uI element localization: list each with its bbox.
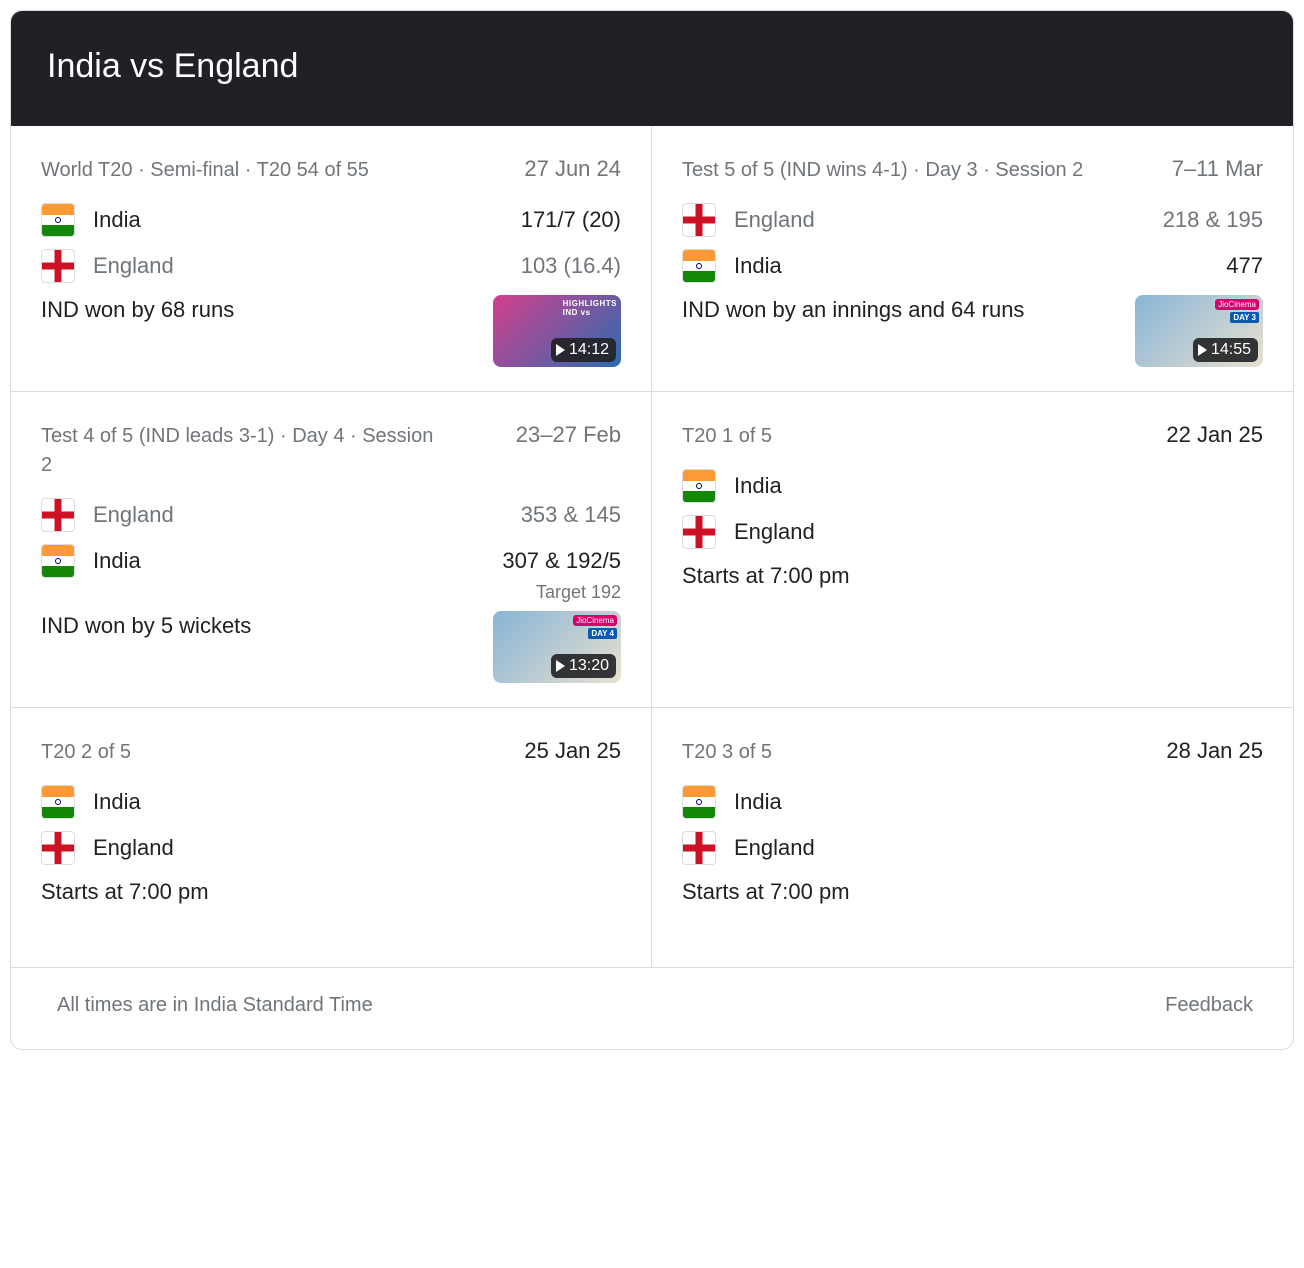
match-result: Starts at 7:00 pm xyxy=(682,561,850,591)
india-flag-icon xyxy=(41,544,75,578)
team-row-1: India xyxy=(682,785,1263,819)
team2-name: India xyxy=(734,253,782,279)
england-flag-icon xyxy=(682,831,716,865)
video-duration: 14:55 xyxy=(1211,341,1251,359)
team1-name: England xyxy=(734,207,815,233)
team-row-1: India 171/7 (20) xyxy=(41,203,621,237)
team2-name: India xyxy=(93,548,141,574)
team-row-2: England xyxy=(41,831,621,865)
team2-name: England xyxy=(734,519,815,545)
match-context: T20 3 of 5 xyxy=(682,738,772,767)
match-grid: World T20 · Semi-final · T20 54 of 55 27 … xyxy=(11,126,1293,968)
match-context: T20 1 of 5 xyxy=(682,422,772,451)
england-flag-icon xyxy=(682,515,716,549)
highlights-video-thumb[interactable]: JioCinemaDAY 3 14:55 xyxy=(1135,295,1263,367)
feedback-link[interactable]: Feedback xyxy=(1165,994,1253,1017)
match-date: 25 Jan 25 xyxy=(524,738,621,764)
match-context: Test 5 of 5 (IND wins 4-1) · Day 3 · Ses… xyxy=(682,156,1083,185)
india-flag-icon xyxy=(682,469,716,503)
india-flag-icon xyxy=(41,203,75,237)
team2-score: 477 xyxy=(1226,253,1263,279)
match-date: 28 Jan 25 xyxy=(1166,738,1263,764)
jio-badge: JioCinemaDAY 3 xyxy=(1215,299,1259,323)
highlights-badge: HIGHLIGHTSIND vs xyxy=(563,299,617,317)
team2-name: England xyxy=(734,835,815,861)
match-date: 23–27 Feb xyxy=(516,422,621,448)
team-row-1: India xyxy=(41,785,621,819)
video-duration: 13:20 xyxy=(569,657,609,675)
team1-score: 218 & 195 xyxy=(1163,207,1263,233)
team1-name: England xyxy=(93,502,174,528)
play-icon xyxy=(556,344,565,356)
england-flag-icon xyxy=(41,498,75,532)
match-card[interactable]: T20 2 of 5 25 Jan 25 India England Starts at… xyxy=(11,708,652,968)
match-result: IND won by 5 wickets xyxy=(41,611,251,641)
india-flag-icon xyxy=(41,785,75,819)
team1-name: India xyxy=(734,789,782,815)
england-flag-icon xyxy=(41,249,75,283)
team-row-1: England 218 & 195 xyxy=(682,203,1263,237)
match-context: Test 4 of 5 (IND leads 3-1) · Day 4 · Se… xyxy=(41,422,447,480)
video-duration-badge: 13:20 xyxy=(551,654,616,678)
team2-score: 307 & 192/5 xyxy=(502,548,621,574)
team-row-2: India 307 & 192/5 xyxy=(41,544,621,578)
england-flag-icon xyxy=(682,203,716,237)
team-row-2: England xyxy=(682,515,1263,549)
team-row-2: England xyxy=(682,831,1263,865)
team1-name: India xyxy=(93,789,141,815)
match-date: 22 Jan 25 xyxy=(1166,422,1263,448)
team2-score: 103 (16.4) xyxy=(521,253,621,279)
team1-score: 353 & 145 xyxy=(521,502,621,528)
team-row-1: England 353 & 145 xyxy=(41,498,621,532)
match-card[interactable]: T20 3 of 5 28 Jan 25 India England Starts at… xyxy=(652,708,1293,968)
team-row-2: England 103 (16.4) xyxy=(41,249,621,283)
jio-badge: JioCinemaDAY 4 xyxy=(573,615,617,639)
england-flag-icon xyxy=(41,831,75,865)
team2-name: England xyxy=(93,835,174,861)
match-card[interactable]: Test 4 of 5 (IND leads 3-1) · Day 4 · Se… xyxy=(11,392,652,708)
match-date: 27 Jun 24 xyxy=(524,156,621,182)
match-result: Starts at 7:00 pm xyxy=(682,877,850,907)
match-card[interactable]: Test 5 of 5 (IND wins 4-1) · Day 3 · Ses… xyxy=(652,126,1293,392)
india-flag-icon xyxy=(682,249,716,283)
card-header: India vs England xyxy=(11,11,1293,126)
match-context: T20 2 of 5 xyxy=(41,738,131,767)
highlights-video-thumb[interactable]: JioCinemaDAY 4 13:20 xyxy=(493,611,621,683)
sports-card: India vs England World T20 · Semi-final … xyxy=(10,10,1294,1050)
india-flag-icon xyxy=(682,785,716,819)
play-icon xyxy=(556,660,565,672)
timezone-note: All times are in India Standard Time xyxy=(57,994,373,1017)
match-result: IND won by an innings and 64 runs xyxy=(682,295,1024,325)
match-result: IND won by 68 runs xyxy=(41,295,234,325)
video-duration: 14:12 xyxy=(569,341,609,359)
team-row-1: India xyxy=(682,469,1263,503)
match-card[interactable]: World T20 · Semi-final · T20 54 of 55 27 … xyxy=(11,126,652,392)
target-label: Target 192 xyxy=(41,582,621,603)
video-duration-badge: 14:12 xyxy=(551,338,616,362)
match-result: Starts at 7:00 pm xyxy=(41,877,209,907)
team2-name: England xyxy=(93,253,174,279)
play-icon xyxy=(1198,344,1207,356)
team-row-2: India 477 xyxy=(682,249,1263,283)
header-title: India vs England xyxy=(47,47,298,85)
card-footer: All times are in India Standard Time Fee… xyxy=(11,968,1293,1049)
match-card[interactable]: T20 1 of 5 22 Jan 25 India England Starts at… xyxy=(652,392,1293,708)
team1-score: 171/7 (20) xyxy=(521,207,621,233)
video-duration-badge: 14:55 xyxy=(1193,338,1258,362)
team1-name: India xyxy=(734,473,782,499)
match-date: 7–11 Mar xyxy=(1172,156,1263,182)
team1-name: India xyxy=(93,207,141,233)
highlights-video-thumb[interactable]: HIGHLIGHTSIND vs 14:12 xyxy=(493,295,621,367)
match-context: World T20 · Semi-final · T20 54 of 55 xyxy=(41,156,369,185)
